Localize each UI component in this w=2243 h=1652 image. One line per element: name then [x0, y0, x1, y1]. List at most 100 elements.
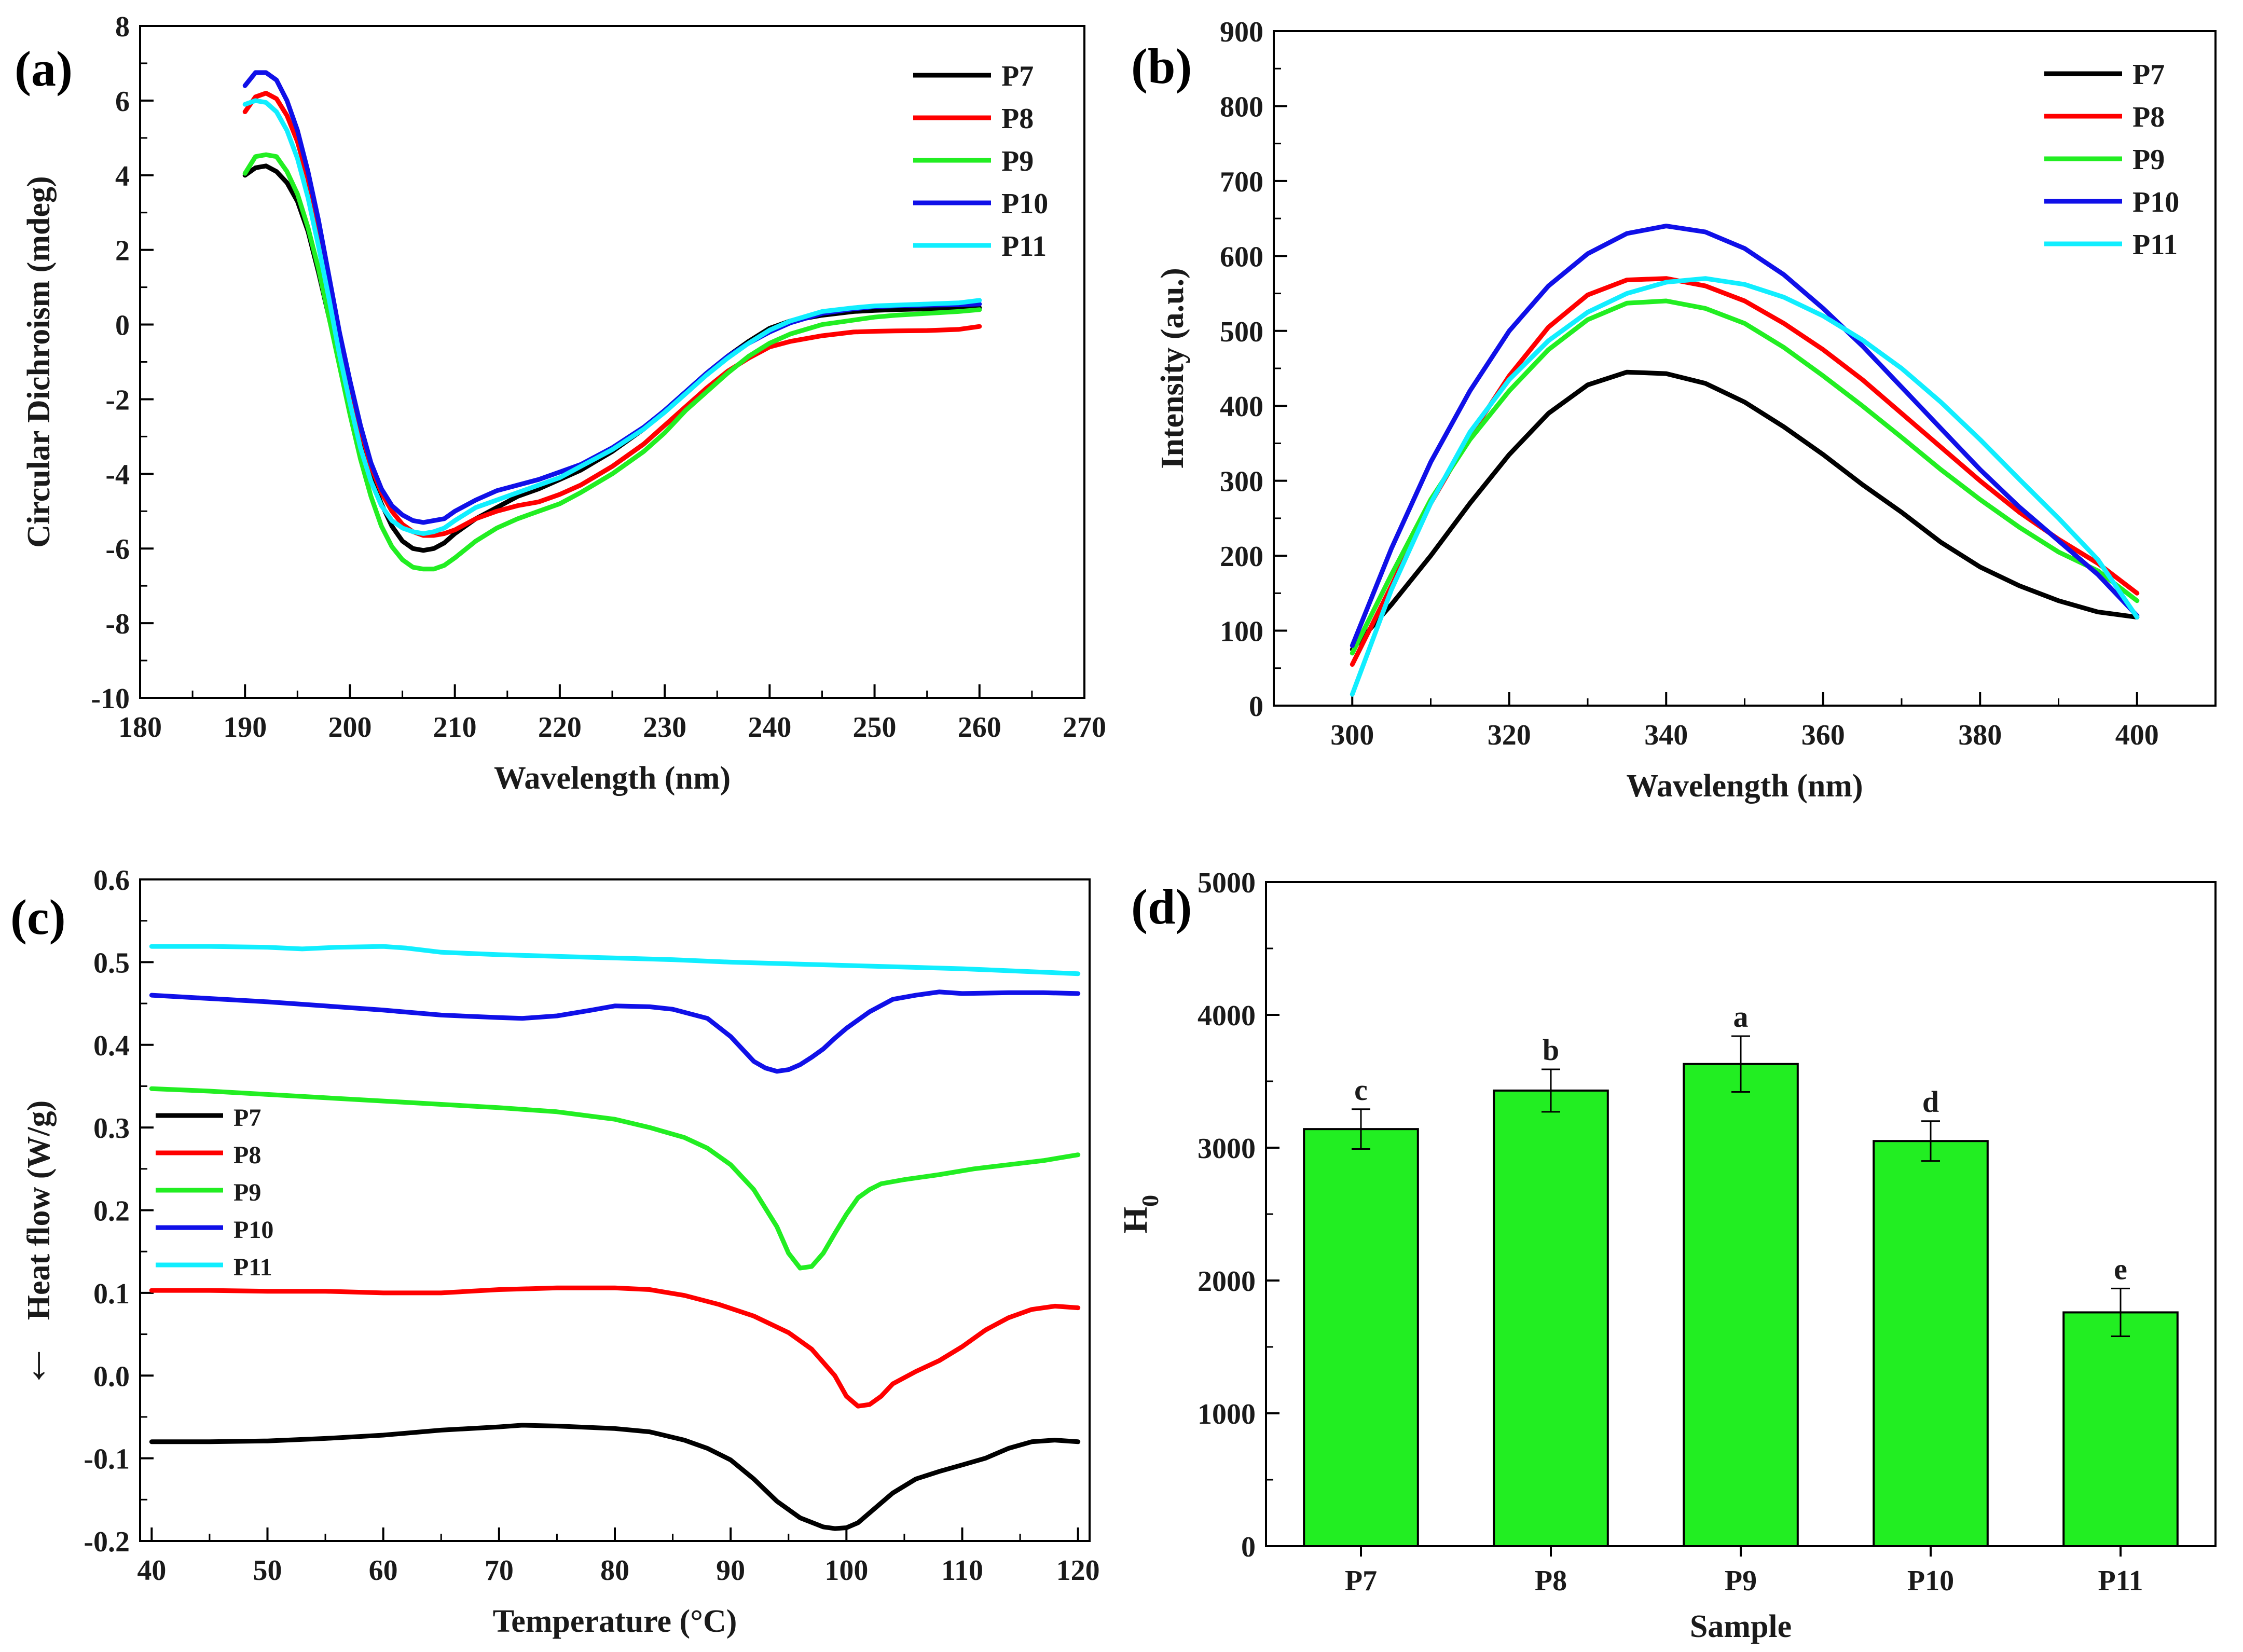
series-line-P9: [1350, 298, 2140, 656]
bar-P8: [1493, 1089, 1609, 1547]
x-tick-label: 250: [853, 711, 897, 744]
significance-letter-P10: d: [1922, 1085, 1939, 1119]
legend-label-P11: P11: [1001, 230, 1047, 263]
y-tick-label: 2: [115, 235, 130, 267]
y-tick-label: -8: [105, 608, 130, 640]
series-line-P11: [242, 98, 982, 536]
y-tick-label: -2: [105, 384, 130, 416]
x-tick-label: P7: [1345, 1565, 1377, 1597]
series-line-P8: [149, 1285, 1081, 1409]
series-line-P11: [1350, 276, 2140, 697]
x-axis-label: Wavelength (nm): [494, 761, 731, 796]
y-axis-label-main: H: [1117, 1207, 1154, 1233]
y-tick-label: -4: [105, 459, 130, 491]
x-tick-label: 120: [1056, 1554, 1100, 1587]
legend-label-P10: P10: [2132, 186, 2179, 218]
legend-label-P7: P7: [233, 1104, 261, 1132]
series-line-P9: [149, 1086, 1081, 1271]
y-tick-label: 800: [1220, 91, 1263, 123]
y-tick-label: -0.2: [84, 1526, 130, 1558]
y-tick-label: -10: [91, 683, 130, 715]
y-tick-label: 4: [115, 160, 130, 192]
y-tick-label: 0: [1249, 691, 1263, 723]
panel-b: 300 320 340 360 380 400 0 100 200 300 400 500 600 700…: [1131, 16, 2217, 804]
x-tick-label: 210: [433, 711, 477, 744]
x-tick-label: 400: [2115, 719, 2159, 751]
x-tick-label: 360: [1801, 719, 1845, 751]
x-tick-label: P8: [1535, 1565, 1567, 1597]
y-tick-label: 0.6: [93, 864, 130, 897]
significance-letter-P7: c: [1354, 1073, 1368, 1107]
x-tick-label: 90: [716, 1554, 745, 1587]
y-axis-label: H0: [1117, 1195, 1163, 1233]
bar-P11: [2062, 1311, 2179, 1547]
x-tick-label: P11: [2098, 1565, 2143, 1597]
y-tick-label: 200: [1220, 541, 1263, 573]
legend-label-P7: P7: [2132, 59, 2165, 91]
panel-label: (a): [15, 41, 73, 97]
series-line-P7: [242, 163, 982, 553]
x-tick-label: P10: [1907, 1565, 1954, 1597]
y-tick-label: 4000: [1198, 1000, 1256, 1032]
x-tick-label: 300: [1330, 719, 1374, 751]
legend-label-P8: P8: [2132, 101, 2165, 133]
x-tick-label: 200: [328, 711, 371, 744]
y-tick-label: 300: [1220, 466, 1263, 498]
panel-label: (c): [10, 889, 66, 945]
panel-c: 40 50 60 70 80 90 100 110 120 -0.2 -0.1 0.0 0.1 0.2 0.…: [6, 864, 1100, 1639]
y-axis-label: Circular Dichroism (mdeg): [21, 176, 57, 547]
y-tick-label: 0.0: [93, 1360, 130, 1393]
panel-a: 180 190 200 210 220 230 240 250 260 270-10-8-6-4-…: [15, 11, 1106, 796]
x-tick-label: 60: [369, 1554, 398, 1587]
series-line-P8: [1350, 276, 2140, 667]
y-tick-label: 6: [115, 86, 130, 118]
y-tick-label: 700: [1220, 166, 1263, 198]
y-tick-label: -0.1: [84, 1443, 130, 1476]
y-tick-label: 600: [1220, 241, 1263, 273]
legend-label-P8: P8: [1001, 103, 1034, 135]
y-tick-label: 500: [1220, 316, 1263, 348]
bar-P9: [1683, 1063, 1799, 1547]
x-tick-label: 50: [253, 1554, 282, 1587]
legend: P7 P8 P9 P10 P11: [2044, 59, 2179, 261]
panel-label: (b): [1131, 38, 1192, 94]
significance-letter-P11: e: [2114, 1252, 2127, 1286]
x-tick-label: P9: [1725, 1565, 1757, 1597]
x-tick-label: 40: [137, 1554, 166, 1587]
y-tick-label: 1000: [1198, 1398, 1256, 1430]
series-line-P7: [1350, 369, 2140, 652]
x-tick-label: 180: [118, 711, 162, 744]
x-axis-label: Temperature (°C): [493, 1604, 737, 1639]
series-line-P10: [1350, 224, 2140, 648]
y-axis-label: Heat flow (W/g): [21, 1100, 57, 1320]
x-tick-label: 220: [538, 711, 582, 744]
bar-P7: [1303, 1128, 1419, 1547]
x-tick-label: 260: [958, 711, 1001, 744]
significance-letter-P8: b: [1543, 1033, 1559, 1067]
y-tick-label: 3000: [1198, 1133, 1256, 1165]
x-tick-label: 340: [1644, 719, 1688, 751]
legend-label-P10: P10: [233, 1216, 273, 1244]
x-tick-label: 80: [600, 1554, 629, 1587]
plot-frame: [139, 25, 1085, 699]
x-tick-label: 100: [824, 1554, 868, 1587]
y-tick-label: 100: [1220, 616, 1263, 648]
y-tick-label: -6: [105, 533, 130, 566]
x-tick-label: 240: [748, 711, 791, 744]
legend-label-P7: P7: [1001, 60, 1034, 92]
heat-flow-arrow: ←: [6, 1343, 57, 1389]
legend-label-P11: P11: [233, 1254, 272, 1281]
significance-letter-P9: a: [1733, 1000, 1749, 1034]
bar-P10: [1873, 1140, 1989, 1547]
x-tick-label: 190: [223, 711, 267, 744]
x-tick-label: 230: [643, 711, 686, 744]
x-tick-label: 380: [1958, 719, 2002, 751]
y-tick-label: 900: [1220, 16, 1263, 48]
y-tick-label: 5000: [1198, 867, 1256, 899]
y-tick-label: 0.1: [93, 1278, 130, 1310]
y-tick-label: 0.2: [93, 1195, 130, 1228]
y-tick-label: 0: [1241, 1531, 1256, 1563]
y-tick-label: 0.4: [93, 1030, 130, 1062]
panel-label: (d): [1131, 879, 1192, 934]
